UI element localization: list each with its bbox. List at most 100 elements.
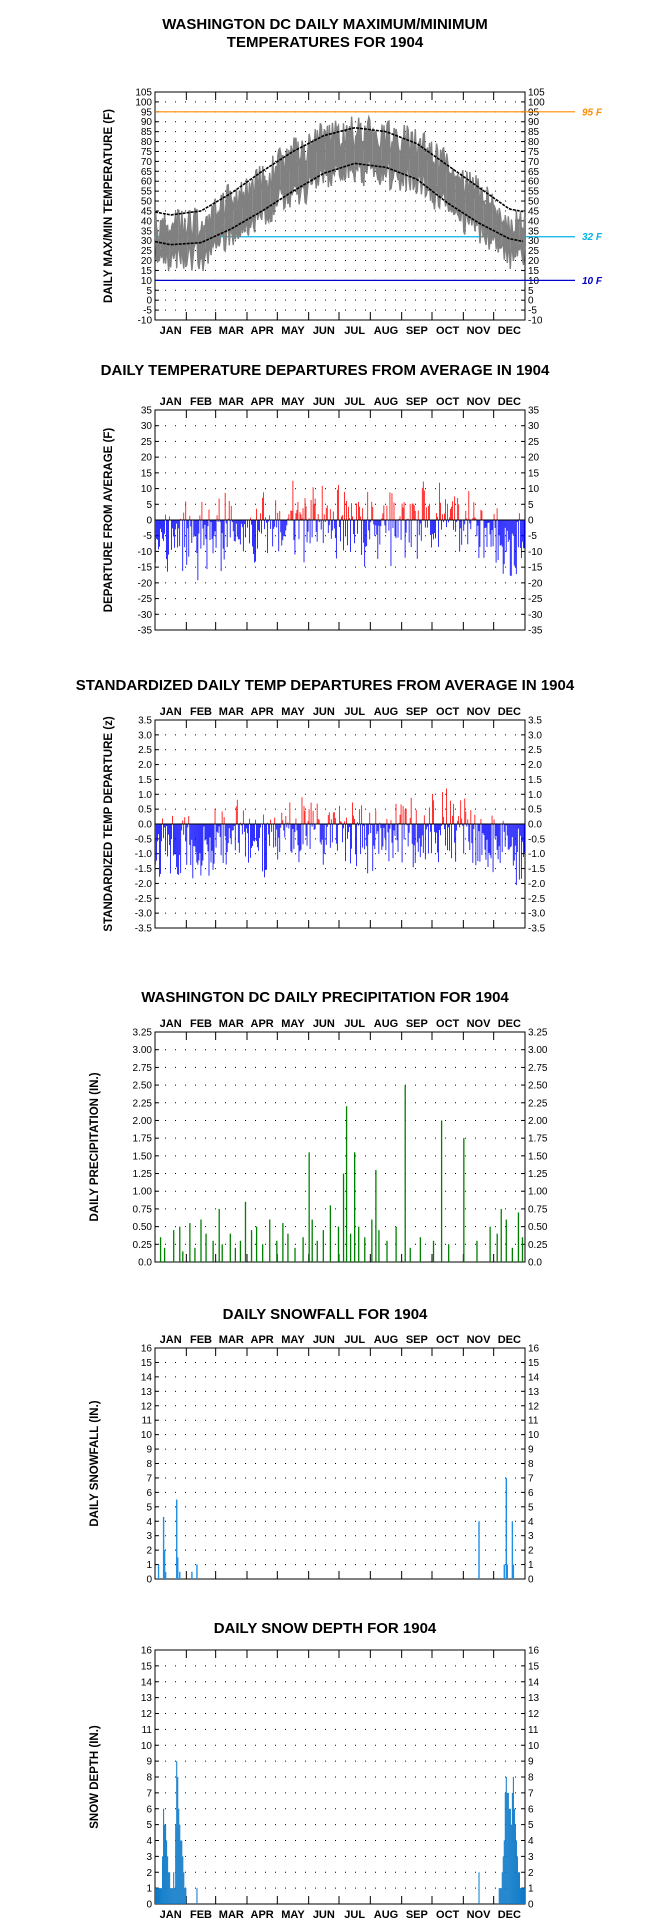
departure-above-bar: [218, 498, 220, 520]
departure-below-bar: [161, 520, 162, 533]
precip-month-label-top: JAN: [160, 1018, 182, 1030]
departure-below-bar: [511, 520, 513, 534]
standardized-below-bar: [169, 824, 170, 846]
departure-month-label-top: OCT: [436, 396, 460, 408]
standardized-above-bar: [395, 803, 397, 824]
departure-below-bar: [489, 520, 491, 535]
departure-chart: 35 35 30 30 25 25 20 20 15 15 10 10 5 5 0 0 -5 -5 -10 -10 -1…: [103, 396, 543, 637]
snowfall-ytick-label-left: 8: [146, 1459, 152, 1470]
departure-below-bar: [259, 520, 260, 532]
departure-below-bar: [345, 520, 346, 537]
snowfall-month-label-top: JUL: [344, 1334, 365, 1346]
precip-ytick-label-right: 0.0: [528, 1258, 542, 1269]
departure-above-bar: [473, 502, 475, 520]
departure-below-bar: [507, 520, 509, 543]
departure-below-bar: [519, 520, 521, 548]
standardized-below-bar: [486, 824, 488, 840]
standardized-below-bar: [192, 824, 194, 879]
standardized-below-bar: [268, 824, 270, 835]
maxmin-month-label-bottom: OCT: [436, 325, 460, 337]
departure-above-bar: [389, 492, 391, 520]
maxmin-ytick-label-left: 80: [141, 137, 153, 148]
departure-above-bar: [305, 506, 307, 520]
standardized-above-bar: [285, 816, 287, 824]
departure-below-bar: [220, 520, 222, 572]
departure-above-bar: [401, 503, 403, 520]
standardized-below-bar: [454, 824, 456, 843]
standardized-below-bar: [521, 824, 523, 842]
standardized-below-bar: [167, 824, 168, 857]
departure-below-bar: [517, 520, 519, 548]
departure-above-bar: [398, 518, 400, 520]
departure-below-bar: [491, 520, 493, 531]
departure-below-bar: [298, 520, 300, 540]
departure-below-bar: [223, 520, 225, 560]
snowdepth-ytick-label-right: 6: [528, 1804, 534, 1815]
snowdepth-bar: [512, 1777, 514, 1904]
departure-below-bar: [324, 520, 326, 523]
snowdepth-month-label-bottom: APR: [251, 1909, 274, 1921]
standardized-below-bar: [413, 824, 415, 846]
standardized-below-bar: [489, 824, 491, 856]
precip-ytick-label-right: 1.00: [528, 1187, 548, 1198]
precip-ytick-label-left: 0.0: [138, 1258, 152, 1269]
standardized-month-label-top: JUL: [344, 706, 365, 718]
snowdepth-bar: [158, 1888, 160, 1905]
departure-below-bar: [191, 520, 193, 543]
snowfall-ytick-label-left: 5: [146, 1502, 152, 1513]
standardized-ytick-label-left: 1.5: [138, 775, 152, 786]
departure-above-bar: [360, 516, 362, 520]
standardized-below-bar: [205, 824, 207, 840]
departure-below-bar: [186, 520, 188, 565]
departure-above-bar: [336, 489, 338, 520]
standardized-below-bar: [296, 824, 298, 831]
standardized-below-bar: [200, 824, 202, 876]
standardized-below-bar: [411, 824, 413, 844]
departure-below-bar: [160, 520, 161, 529]
precip-month-label-top: MAR: [219, 1018, 244, 1030]
snowdepth-bar: [521, 1888, 523, 1905]
departure-below-bar: [453, 520, 455, 530]
snowfall-ytick-label-right: 8: [528, 1459, 534, 1470]
departure-below-bar: [364, 520, 366, 567]
departure-below-bar: [203, 520, 205, 546]
snowdepth-bar: [170, 1888, 172, 1905]
standardized-below-bar: [187, 824, 189, 828]
standardized-ytick-label-right: -1.0: [528, 849, 546, 860]
standardized-above-bar: [334, 818, 336, 824]
departure-ytick-label-right: -15: [528, 563, 543, 574]
snowdepth-ytick-label-right: 8: [528, 1773, 534, 1784]
standardized-below-bar: [252, 824, 253, 847]
precip-month-label-top: NOV: [467, 1018, 492, 1030]
standardized-above-bar: [357, 822, 358, 824]
standardized-above-bar: [239, 822, 241, 824]
standardized-below-bar: [158, 824, 159, 835]
standardized-below-bar: [258, 824, 259, 851]
departure-below-bar: [162, 520, 163, 539]
snowdepth-bar: [520, 1888, 522, 1905]
maxmin-title: WASHINGTON DC DAILY MAXIMUM/MINIMUM TEMP…: [162, 16, 488, 51]
standardized-below-bar: [180, 824, 182, 874]
standardized-below-bar: [336, 824, 338, 851]
departure-below-bar: [306, 520, 308, 543]
departure-above-bar: [518, 513, 520, 520]
standardized-below-bar: [160, 824, 161, 874]
standardized-below-bar: [246, 824, 248, 834]
departure-month-label-top: AUG: [374, 396, 398, 408]
departure-below-bar: [392, 520, 394, 529]
snowdepth-ytick-label-right: 13: [528, 1693, 540, 1704]
standardized-below-bar: [445, 824, 446, 846]
snowdepth-bar: [171, 1888, 173, 1905]
departure-above-bar: [308, 518, 310, 520]
standardized-above-bar: [446, 788, 447, 824]
standardized-below-bar: [364, 824, 366, 850]
standardized-below-bar: [367, 824, 369, 874]
standardized-below-bar: [347, 824, 348, 839]
departure-below-bar: [464, 520, 466, 525]
departure-below-bar: [328, 520, 330, 526]
standardized-below-bar: [290, 824, 292, 852]
departure-above-bar: [297, 501, 299, 520]
standardized-below-bar: [345, 824, 346, 862]
departure-above-bar: [329, 509, 331, 520]
departure-below-bar: [365, 520, 367, 547]
